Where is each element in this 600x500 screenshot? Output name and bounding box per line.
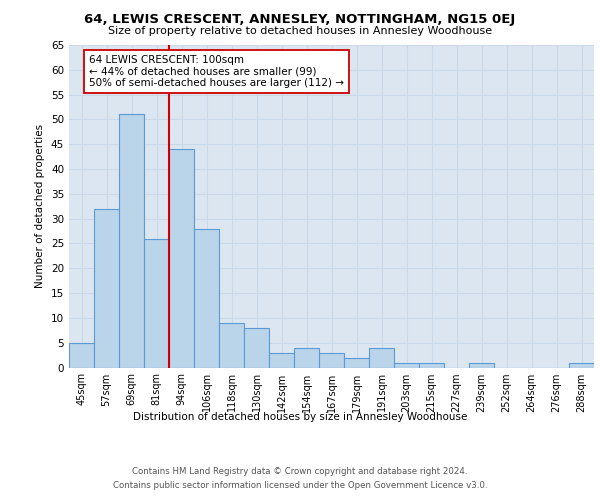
Bar <box>419 362 444 368</box>
Bar <box>269 352 294 368</box>
Bar <box>344 358 369 368</box>
Bar <box>69 342 94 367</box>
Bar <box>569 362 594 368</box>
Text: 64, LEWIS CRESCENT, ANNESLEY, NOTTINGHAM, NG15 0EJ: 64, LEWIS CRESCENT, ANNESLEY, NOTTINGHAM… <box>85 13 515 26</box>
Text: Distribution of detached houses by size in Annesley Woodhouse: Distribution of detached houses by size … <box>133 412 467 422</box>
Text: Contains public sector information licensed under the Open Government Licence v3: Contains public sector information licen… <box>113 481 487 490</box>
Text: 64 LEWIS CRESCENT: 100sqm
← 44% of detached houses are smaller (99)
50% of semi-: 64 LEWIS CRESCENT: 100sqm ← 44% of detac… <box>89 55 344 88</box>
Bar <box>244 328 269 368</box>
Bar <box>219 323 244 368</box>
Bar <box>394 362 419 368</box>
Text: Size of property relative to detached houses in Annesley Woodhouse: Size of property relative to detached ho… <box>108 26 492 36</box>
Bar <box>194 228 219 368</box>
Bar <box>294 348 319 368</box>
Bar <box>319 352 344 368</box>
Bar <box>119 114 144 368</box>
Bar <box>144 238 169 368</box>
Bar <box>169 149 194 368</box>
Y-axis label: Number of detached properties: Number of detached properties <box>35 124 46 288</box>
Bar <box>469 362 494 368</box>
Bar <box>94 208 119 368</box>
Bar <box>369 348 394 368</box>
Text: Contains HM Land Registry data © Crown copyright and database right 2024.: Contains HM Land Registry data © Crown c… <box>132 468 468 476</box>
